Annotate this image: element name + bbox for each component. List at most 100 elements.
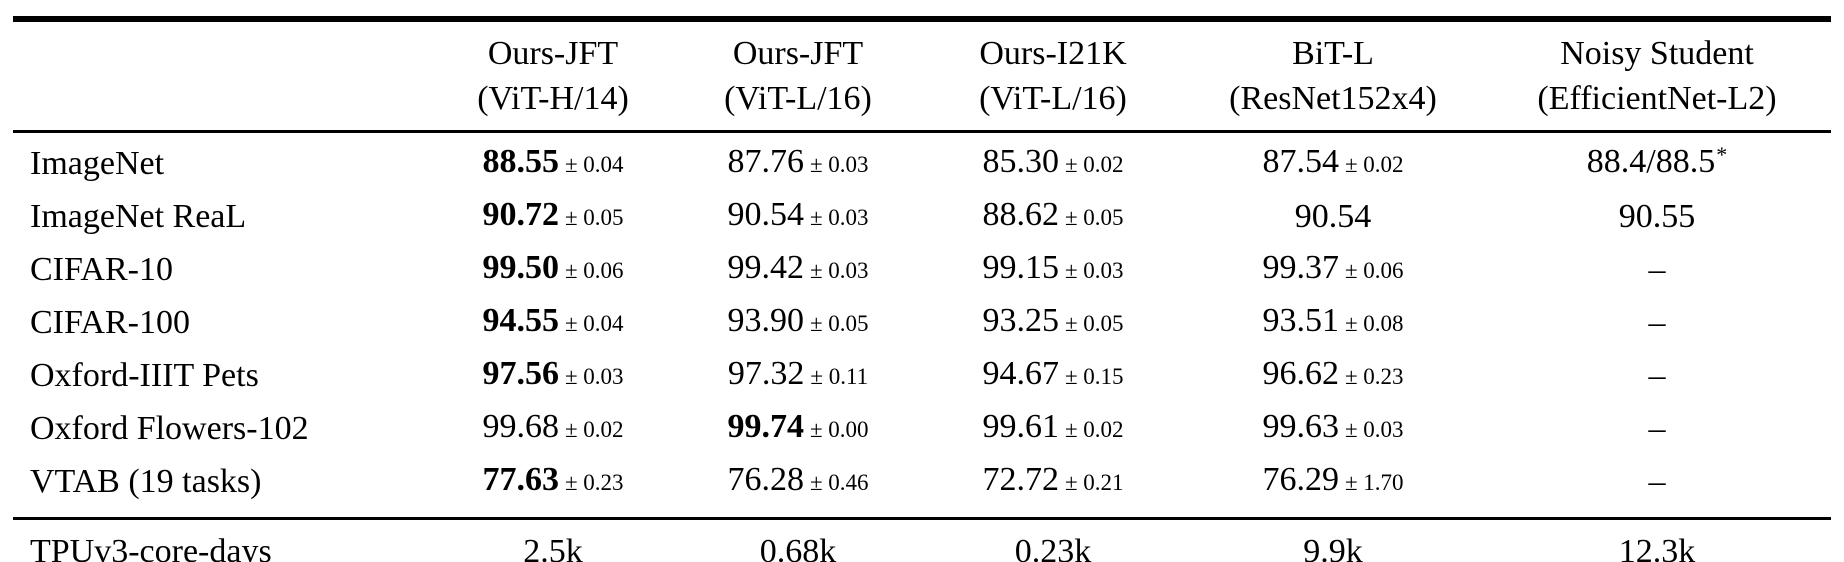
metric-stddev: ± 0.08 <box>1344 311 1404 336</box>
row-label: CIFAR-10 <box>30 250 173 288</box>
value-cell: 87.76 ± 0.03 <box>673 132 923 191</box>
value-cell: 90.55 <box>1483 190 1831 243</box>
value-cell: 88.55 ± 0.04 <box>433 132 673 191</box>
value-cell: 76.28 ± 0.46 <box>673 455 923 519</box>
value-cell: 99.63 ± 0.03 <box>1183 402 1483 455</box>
value-cell: 90.54 <box>1183 190 1483 243</box>
value-cell: 99.61 ± 0.02 <box>923 402 1183 455</box>
column-header: Ours-JFT (ViT-L/16) <box>673 19 923 133</box>
metric-value: 93.90 <box>727 302 804 339</box>
metric-value: 96.62 <box>1262 355 1339 392</box>
table-row: CIFAR-100 94.55 ± 0.04 93.90 ± 0.05 93.25 ± 0.… <box>13 296 1831 349</box>
row-label: ImageNet <box>30 144 165 182</box>
metric-value: 76.29 <box>1262 461 1339 498</box>
value-cell: – <box>1483 349 1831 402</box>
value-cell: 93.51 ± 0.08 <box>1183 296 1483 349</box>
table-row: ImageNet ReaL 90.72 ± 0.05 90.54 ± 0.03 88.62… <box>13 190 1831 243</box>
metric-value: 90.54 <box>1294 197 1372 235</box>
metric-value: 87.54 <box>1262 143 1339 180</box>
corner-cell <box>13 19 433 133</box>
metric-value: 93.25 <box>982 302 1059 339</box>
metric-stddev: ± 0.23 <box>1344 364 1404 389</box>
metric-stddev: ± 0.03 <box>809 258 869 283</box>
metric-value: 99.68 <box>482 408 559 445</box>
footer-value-cell: 0.68k <box>673 517 923 562</box>
value-cell: 96.62 ± 0.23 <box>1183 349 1483 402</box>
metric-value: 99.74 <box>727 408 804 445</box>
value-cell: 90.72 ± 0.05 <box>433 190 673 243</box>
metric-stddev: ± 0.21 <box>1064 470 1124 495</box>
metric-value: 99.50 <box>482 249 559 286</box>
metric-value: 97.56 <box>482 355 559 392</box>
metric-value: 99.42 <box>727 249 804 286</box>
value-cell: 99.50 ± 0.06 <box>433 243 673 296</box>
value-cell: – <box>1483 402 1831 455</box>
metric-value: 88.55 <box>482 143 559 180</box>
footer-row: TPUv3-core-days 2.5k 0.68k 0.23k 9.9k 12.3k <box>13 517 1831 562</box>
metric-value: – <box>1648 303 1666 341</box>
metric-value: 85.30 <box>982 143 1059 180</box>
metric-stddev: ± 0.06 <box>1344 258 1404 283</box>
column-header-model: Noisy Student <box>1560 35 1754 72</box>
metric-value: 88.62 <box>982 196 1059 233</box>
value-cell: 99.42 ± 0.03 <box>673 243 923 296</box>
metric-stddev: ± 0.03 <box>1064 258 1124 283</box>
value-cell: 87.54 ± 0.02 <box>1183 132 1483 191</box>
footer-value-cell: 12.3k <box>1483 517 1831 562</box>
value-cell: 72.72 ± 0.21 <box>923 455 1183 519</box>
metric-value: 88.4/88.5 <box>1586 143 1716 180</box>
column-header-model: BiT-L <box>1292 35 1374 72</box>
metric-stddev: ± 0.00 <box>809 417 869 442</box>
column-header-arch: (ViT-L/16) <box>724 80 872 117</box>
metric-value: 87.76 <box>727 143 804 180</box>
table-body: ImageNet 88.55 ± 0.04 87.76 ± 0.03 85.30 ± 0.0… <box>13 132 1831 519</box>
metric-value: 76.28 <box>727 461 804 498</box>
metric-value: 99.63 <box>1262 408 1339 445</box>
metric-value: 99.61 <box>982 408 1059 445</box>
metric-stddev: ± 0.03 <box>809 152 869 177</box>
row-label: Oxford-IIIT Pets <box>30 356 259 394</box>
metric-value: 97.32 <box>727 355 805 392</box>
metric-stddev: ± 0.05 <box>564 205 624 230</box>
column-header-arch: (ResNet152x4) <box>1229 80 1437 117</box>
metric-value: – <box>1648 462 1666 500</box>
metric-stddev: ± 0.05 <box>1064 205 1124 230</box>
value-cell: 99.15 ± 0.03 <box>923 243 1183 296</box>
metric-stddev: ± 0.03 <box>809 205 869 230</box>
value-cell: 99.74 ± 0.00 <box>673 402 923 455</box>
metric-stddev: ± 0.04 <box>564 311 624 336</box>
metric-stddev: ± 0.23 <box>564 470 624 495</box>
metric-value: – <box>1648 250 1666 288</box>
metric-stddev: ± 0.11 <box>810 364 869 389</box>
footer-value: 12.3k <box>1618 533 1696 562</box>
value-cell: 88.4/88.5* <box>1483 132 1831 191</box>
value-cell: – <box>1483 243 1831 296</box>
value-cell: 97.56 ± 0.03 <box>433 349 673 402</box>
metric-stddev: ± 0.05 <box>1064 311 1124 336</box>
value-cell: 97.32 ± 0.11 <box>673 349 923 402</box>
table-row: Oxford-IIIT Pets 97.56 ± 0.03 97.32 ± 0.11 94… <box>13 349 1831 402</box>
metric-stddev: ± 0.02 <box>1344 152 1404 177</box>
column-header: Noisy Student (EfficientNet-L2) <box>1483 19 1831 133</box>
metric-value: 72.72 <box>982 461 1059 498</box>
row-label: Oxford Flowers-102 <box>30 409 309 447</box>
metric-stddev: ± 0.02 <box>1064 152 1124 177</box>
value-cell: 76.29 ± 1.70 <box>1183 455 1483 519</box>
metric-value: 77.63 <box>482 461 559 498</box>
value-cell: 88.62 ± 0.05 <box>923 190 1183 243</box>
metric-stddev: ± 0.05 <box>809 311 869 336</box>
value-cell: 85.30 ± 0.02 <box>923 132 1183 191</box>
value-cell: – <box>1483 296 1831 349</box>
table-row: Oxford Flowers-102 99.68 ± 0.02 99.74 ± 0.00… <box>13 402 1831 455</box>
row-label: ImageNet ReaL <box>30 197 247 235</box>
column-header-arch: (ViT-L/16) <box>979 80 1127 117</box>
column-header-model: Ours-I21K <box>979 35 1127 72</box>
metric-value: 90.72 <box>482 196 559 233</box>
value-cell: 93.25 ± 0.05 <box>923 296 1183 349</box>
column-header-model: Ours-JFT <box>732 35 864 72</box>
value-cell: 77.63 ± 0.23 <box>433 455 673 519</box>
table-footer: TPUv3-core-days 2.5k 0.68k 0.23k 9.9k 12.3k <box>13 517 1831 562</box>
footer-label: TPUv3-core-days <box>13 517 433 562</box>
asterisk-marker: * <box>1716 142 1728 168</box>
table-header: Ours-JFT (ViT-H/14) Ours-JFT (ViT-L/16) Ours… <box>13 19 1831 133</box>
